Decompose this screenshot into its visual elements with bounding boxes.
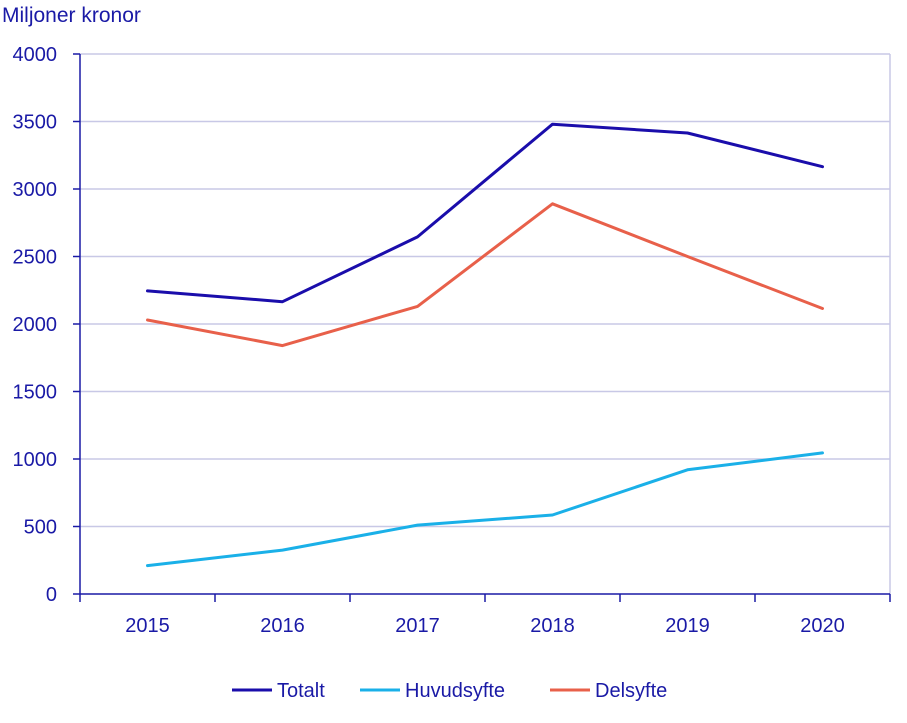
y-axis-unit-label: Miljoner kronor — [2, 4, 141, 27]
y-tick-label: 4000 — [13, 44, 58, 66]
series-line-totalt — [146, 122, 824, 304]
axes — [73, 53, 891, 602]
series-line-delsyfte — [146, 202, 824, 348]
y-tick-label: 3500 — [13, 112, 58, 134]
legend-label: Totalt — [277, 680, 325, 702]
series-line-huvudsyfte — [146, 451, 824, 568]
legend-label: Huvudsyfte — [405, 680, 505, 702]
x-tick-label: 2015 — [125, 615, 170, 637]
x-tick-labels: 2015 2016 2017 2018 2019 2020 — [125, 615, 845, 637]
y-tick-labels: 0 500 1000 1500 2000 2500 3000 3500 4000 — [13, 44, 58, 606]
y-tick-label: 2000 — [13, 314, 58, 336]
x-tick-label: 2016 — [260, 615, 305, 637]
x-tick-label: 2019 — [665, 615, 710, 637]
y-tick-label: 3000 — [13, 179, 58, 201]
y-tick-label: 1000 — [13, 449, 58, 471]
series-lines — [146, 122, 824, 568]
x-tick-label: 2018 — [530, 615, 575, 637]
legend-label: Delsyfte — [595, 680, 667, 702]
y-tick-label: 2500 — [13, 247, 58, 269]
y-tick-label: 500 — [24, 517, 57, 539]
x-tick-label: 2017 — [395, 615, 440, 637]
x-tick-label: 2020 — [800, 615, 845, 637]
gridlines — [80, 53, 891, 594]
y-tick-label: 1500 — [13, 382, 58, 404]
legend: Totalt Huvudsyfte Delsyfte — [232, 680, 667, 702]
y-tick-label: 0 — [46, 584, 57, 606]
